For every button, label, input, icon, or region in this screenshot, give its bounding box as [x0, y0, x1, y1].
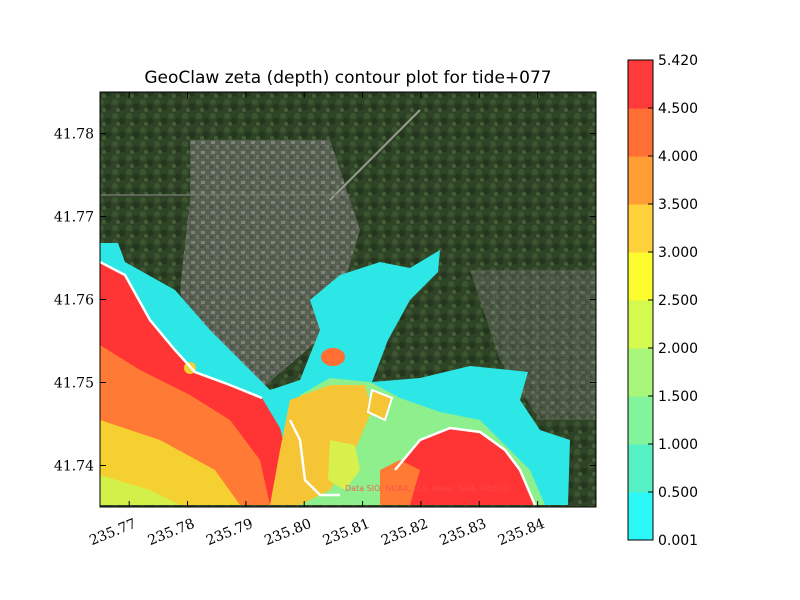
harbor-structure [366, 388, 394, 422]
flood-zone-yellowgreen [100, 475, 180, 505]
colorbar-label: 4.500 [658, 101, 698, 117]
colorbar-segment [628, 444, 653, 493]
urban-area [180, 140, 360, 390]
coastline-east [394, 426, 537, 506]
flood-zone-bay-inner [328, 440, 360, 490]
colorbar-segment [628, 492, 653, 541]
colorbar-segment [628, 348, 653, 397]
y-tick-label: 41.75 [54, 376, 94, 392]
colorbar-segment [628, 156, 653, 205]
colorbar-label: 2.500 [658, 293, 698, 309]
y-axis: 41.74 41.75 41.76 41.77 41.78 [54, 127, 596, 475]
x-tick-label: 235.79 [204, 516, 255, 549]
flood-zone-east-orange [380, 460, 420, 505]
x-tick-label: 235.84 [496, 516, 547, 549]
y-tick-label: 41.76 [54, 293, 94, 309]
flood-spot [321, 348, 345, 366]
flood-zone-yellow [100, 420, 240, 505]
colorbar-segment [628, 252, 653, 301]
chart-title: GeoClaw zeta (depth) contour plot for ti… [144, 68, 551, 88]
x-tick-label: 235.77 [87, 516, 138, 549]
colorbar-label: 1.500 [658, 389, 698, 405]
x-tick-label: 235.78 [146, 516, 197, 549]
colorbar-segment [628, 204, 653, 253]
flood-zone-bay-center [270, 385, 372, 505]
x-tick-label: 235.81 [321, 516, 372, 549]
colorbar-segment [628, 396, 653, 445]
colorbar-segment [628, 60, 653, 109]
highway [329, 109, 421, 201]
colorbar-label: 3.500 [658, 197, 698, 213]
map-watermark: Data SIO, NOAA, U.S. Navy, NGA, GEBCO [345, 484, 509, 493]
colorbar: 0.001 0.500 1.000 1.500 2.000 2.500 3.000 3.500… [627, 53, 698, 549]
y-tick-label: 41.78 [54, 127, 94, 143]
colorbar-label: 1.000 [658, 437, 698, 453]
colorbar-segment [628, 108, 653, 157]
colorbar-label: 0.001 [658, 533, 698, 549]
x-tick-label: 235.82 [379, 516, 430, 549]
colorbar-segment [628, 300, 653, 349]
plot-area: Data SIO, NOAA, U.S. Navy, NGA, GEBCO [100, 92, 596, 507]
x-tick-label: 235.83 [437, 516, 488, 549]
jetty [288, 419, 340, 497]
y-tick-label: 41.74 [54, 459, 94, 475]
y-tick-label: 41.77 [54, 210, 94, 226]
colorbar-label: 0.500 [658, 485, 698, 501]
colorbar-label: 5.420 [658, 53, 698, 69]
colorbar-label: 4.000 [658, 149, 698, 165]
colorbar-label: 3.000 [658, 245, 698, 261]
urban-area-east [470, 270, 596, 420]
x-tick-label: 235.80 [262, 516, 313, 549]
coastline-west [100, 260, 263, 400]
colorbar-label: 2.000 [658, 341, 698, 357]
